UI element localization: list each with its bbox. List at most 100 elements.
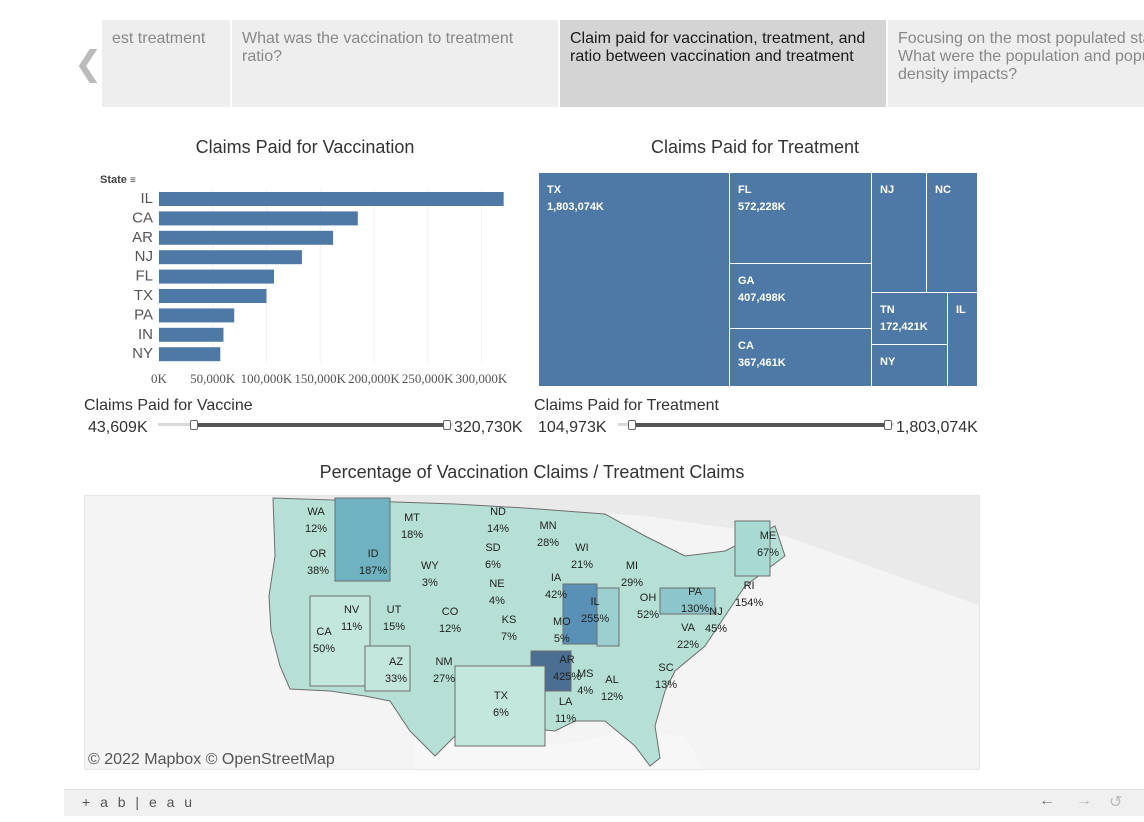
state-shape-nv[interactable]	[309, 595, 371, 687]
treemap-cell-fl[interactable]: FL 572,228K	[729, 172, 872, 264]
map-state-label-co[interactable]: CO 12%	[439, 604, 461, 638]
map-state-label-ms[interactable]: MS 4%	[577, 666, 594, 700]
state-shape-id[interactable]	[334, 497, 391, 582]
map-state-label-pa[interactable]: PA 130%	[681, 584, 709, 618]
bar-ca[interactable]	[159, 211, 358, 226]
treemap-cell-tn[interactable]: TN 172,421K	[871, 292, 948, 345]
story-point-2[interactable]: What was the vaccination to treatment ra…	[232, 20, 558, 107]
map-state-label-sd[interactable]: SD 6%	[485, 540, 501, 574]
story-point-3-active[interactable]: Claim paid for vaccination, treatment, a…	[560, 20, 886, 107]
vaccine-filter-min[interactable]: 43,609K	[88, 419, 148, 436]
map-state-label-ne[interactable]: NE 4%	[489, 576, 505, 610]
map-state-label-il[interactable]: IL 255%	[581, 594, 609, 628]
bar-ny[interactable]	[159, 347, 221, 362]
map-state-label-mn[interactable]: MN 28%	[537, 518, 559, 552]
treemap-cell-ny[interactable]: NY	[871, 344, 948, 387]
treemap-cell-ca[interactable]: CA 367,461K	[729, 328, 872, 387]
state-shape-az[interactable]	[364, 645, 411, 692]
map-state-label-la[interactable]: LA 11%	[555, 694, 576, 728]
map-state-label-or[interactable]: OR 38%	[307, 546, 329, 580]
sort-icon[interactable]: ≡	[129, 175, 136, 186]
bar-tx[interactable]	[159, 289, 267, 303]
undo-arrow-icon[interactable]: ←	[1039, 792, 1055, 809]
slider-min-handle[interactable]	[190, 420, 198, 430]
map-state-label-ar[interactable]: AR 425%	[553, 652, 581, 686]
bar-pa[interactable]	[159, 308, 235, 323]
revert-icon[interactable]: ↺	[1109, 794, 1123, 811]
map-state-label-id[interactable]: ID 187%	[359, 546, 387, 580]
tableau-toolbar: + a b | e a u ← → ↺	[64, 789, 1144, 816]
treatment-filter-max[interactable]: 1,803,074K	[896, 419, 978, 436]
map-state-label-az[interactable]: AZ 33%	[385, 654, 407, 688]
vaccine-range-slider[interactable]	[158, 418, 453, 432]
bar-ar[interactable]	[159, 230, 334, 245]
treemap-cell-tx[interactable]: TX 1,803,074K	[538, 172, 730, 387]
map-state-label-me[interactable]: ME 67%	[757, 528, 779, 562]
story-point-4[interactable]: Focusing on the most populated sta What …	[888, 20, 1144, 107]
state-shape-me[interactable]	[734, 520, 771, 577]
treemap-cell-nc[interactable]: NC	[926, 172, 978, 293]
redo-arrow-icon[interactable]: →	[1076, 792, 1092, 809]
slider-min-handle[interactable]	[628, 420, 636, 430]
bar-category-label: NY	[132, 345, 153, 362]
map-state-label-sc[interactable]: SC 13%	[655, 660, 677, 694]
map-state-label-nj[interactable]: NJ 45%	[705, 604, 727, 638]
state-code: AL	[605, 674, 619, 686]
bar-group: IL CA AR NJ FL TX PA IN NY 0K 50,000K 100,000K 150,0…	[132, 190, 508, 386]
slider-max-handle[interactable]	[443, 420, 451, 430]
map-state-label-oh[interactable]: OH 52%	[637, 590, 659, 624]
map-state-label-ks[interactable]: KS 7%	[501, 612, 517, 646]
map-state-label-al[interactable]: AL 12%	[601, 672, 623, 706]
treatment-filter-min[interactable]: 104,973K	[538, 419, 607, 436]
bar-category-label: TX	[134, 287, 153, 304]
state-pct: 21%	[571, 559, 594, 571]
map-state-label-wa[interactable]: WA 12%	[305, 504, 327, 538]
previous-story-arrow-icon[interactable]: ❮	[74, 45, 103, 83]
map-state-label-ut[interactable]: UT 15%	[383, 602, 405, 636]
bar-fl[interactable]	[159, 269, 274, 284]
map-state-label-nm[interactable]: NM 27%	[433, 654, 455, 688]
map-state-label-tx[interactable]: TX 6%	[493, 688, 509, 722]
map-state-label-mi[interactable]: MI 29%	[621, 558, 643, 592]
us-choropleth-map[interactable]: WA 12% MT 18% ND 14% MN 28% ME 67% OR 38% ID 187% WY 3%…	[84, 495, 980, 770]
state-code: OR	[309, 548, 327, 560]
state-shape-in[interactable]	[596, 587, 620, 647]
map-state-label-nv[interactable]: NV 11%	[341, 602, 362, 636]
vaccine-filter-max[interactable]: 320,730K	[454, 419, 523, 436]
map-state-label-wi[interactable]: WI 21%	[571, 540, 593, 574]
bar-in[interactable]	[159, 327, 224, 342]
canada-land	[265, 496, 979, 606]
treemap-cell-ga[interactable]: GA 407,498K	[729, 263, 872, 329]
map-state-label-ia[interactable]: IA 42%	[545, 570, 567, 604]
map-state-label-mt[interactable]: MT 18%	[401, 510, 423, 544]
map-state-label-wy[interactable]: WY 3%	[421, 558, 439, 592]
state-code: WY	[421, 560, 439, 572]
treemap-cell-il[interactable]: IL	[947, 292, 978, 387]
state-axis-header[interactable]: State ≡	[100, 174, 136, 186]
bar-category-label: FL	[135, 268, 153, 285]
bar-nj[interactable]	[159, 250, 302, 265]
slider-max-handle[interactable]	[884, 420, 892, 430]
treemap-state: TN	[880, 304, 895, 316]
state-pct: 22%	[677, 639, 700, 651]
map-attribution[interactable]: © 2022 Mapbox © OpenStreetMap	[88, 751, 335, 768]
map-state-label-ri[interactable]: RI 154%	[735, 578, 763, 612]
treemap-cell-nj[interactable]: NJ	[871, 172, 927, 293]
state-pct: 33%	[385, 673, 408, 685]
tableau-logo[interactable]: + a b | e a u	[82, 794, 196, 810]
bar-il[interactable]	[159, 192, 504, 206]
bar-tick-label: 200,000K	[348, 371, 400, 386]
map-state-label-mo[interactable]: MO 5%	[553, 614, 571, 648]
story-point-1[interactable]: est treatment	[102, 20, 230, 107]
map-state-label-va[interactable]: VA 22%	[677, 620, 699, 654]
bar-category-label: PA	[134, 306, 153, 323]
state-pct: 29%	[621, 577, 644, 589]
treemap-state: NJ	[880, 184, 895, 196]
state-shape-pa[interactable]	[659, 587, 716, 615]
map-state-label-ca[interactable]: CA 50%	[313, 624, 335, 658]
treatment-range-slider[interactable]	[618, 418, 894, 432]
state-shape-il[interactable]	[562, 583, 598, 645]
state-code: MN	[539, 520, 557, 532]
state-shape-tx[interactable]	[454, 665, 546, 747]
map-state-label-nd[interactable]: ND 14%	[487, 504, 509, 538]
